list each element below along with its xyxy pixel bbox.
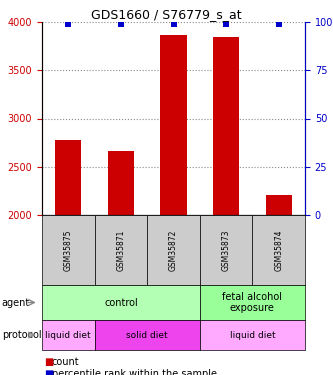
Bar (161, 34, 187, 215)
Text: agent: agent (2, 297, 30, 307)
Point (223, 21, 229, 27)
Bar (55, 140, 82, 215)
Bar (265, 195, 292, 215)
Bar (213, 38, 239, 215)
Text: ■: ■ (44, 357, 53, 367)
Text: control: control (104, 297, 138, 307)
Text: protocol: protocol (2, 330, 41, 340)
Point (276, 21, 281, 27)
Text: liquid diet: liquid diet (229, 330, 275, 339)
Point (118, 21, 124, 27)
Text: GDS1660 / S76779_s_at: GDS1660 / S76779_s_at (91, 8, 242, 21)
Text: GSM35873: GSM35873 (221, 229, 230, 271)
Text: fetal alcohol
exposure: fetal alcohol exposure (222, 292, 282, 313)
Text: GSM35875: GSM35875 (64, 229, 73, 271)
Text: solid diet: solid diet (127, 330, 168, 339)
Bar (108, 151, 134, 215)
Text: percentile rank within the sample: percentile rank within the sample (52, 369, 217, 375)
Text: liquid diet: liquid diet (46, 330, 91, 339)
Text: GSM35874: GSM35874 (274, 229, 283, 271)
Text: GSM35872: GSM35872 (169, 229, 178, 271)
Text: ■: ■ (44, 369, 53, 375)
Text: count: count (52, 357, 80, 367)
Point (66, 21, 71, 27)
Point (171, 21, 176, 27)
Text: GSM35871: GSM35871 (117, 229, 126, 271)
